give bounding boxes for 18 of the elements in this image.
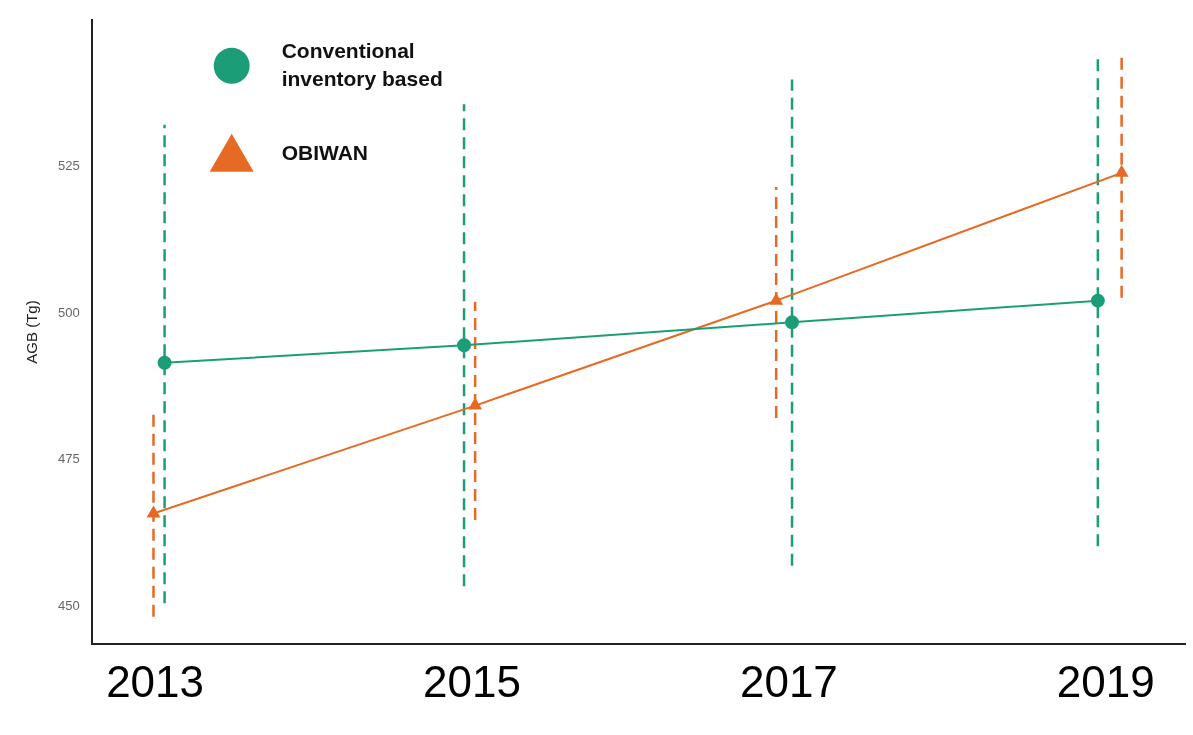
point [770,293,783,305]
point [785,315,800,330]
legend-label: OBIWAN [281,140,369,164]
point [147,506,160,518]
y-tick-label: 475 [57,451,80,467]
legend-label: Conventional inventory based [281,38,443,90]
x-tick-label: 2015 [423,656,521,706]
point [157,355,172,370]
y-axis-title: AGB (Tg) [23,300,41,364]
x-tick-label: 2019 [1056,656,1155,706]
x-tick-label: 2013 [106,656,205,706]
y-tick-label: 525 [57,157,80,173]
x-tick-label: 2017 [739,656,838,706]
y-tick-label: 500 [57,304,80,320]
point [1090,293,1105,308]
point [468,398,482,410]
y-tick-label: 450 [57,597,80,613]
point [457,338,472,353]
